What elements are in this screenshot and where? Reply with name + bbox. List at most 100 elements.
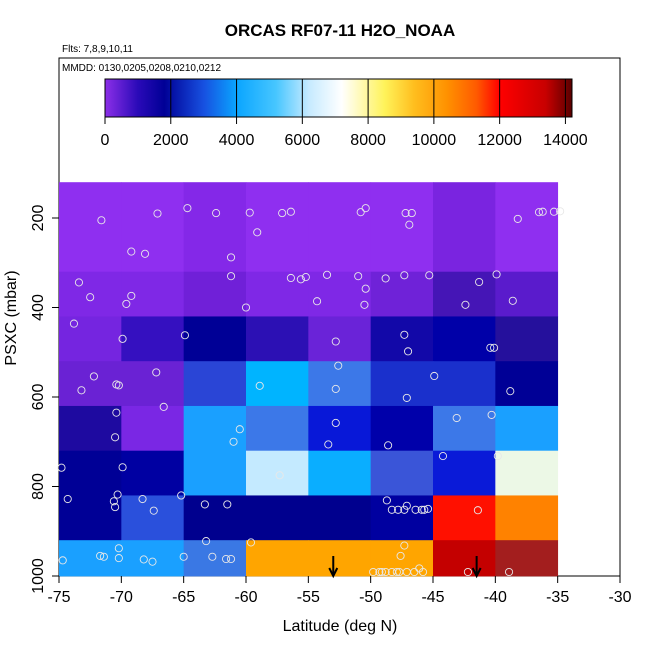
data-point — [223, 500, 232, 509]
heatmap-cell — [183, 316, 247, 362]
data-point — [109, 497, 118, 506]
heatmap-cell — [59, 540, 122, 577]
heatmap-cell — [370, 361, 434, 407]
heatmap-cell — [246, 540, 309, 577]
data-point — [118, 334, 127, 343]
data-point — [114, 381, 123, 390]
data-point — [222, 554, 231, 564]
data-point — [394, 505, 403, 514]
data-point — [275, 471, 284, 480]
data-point — [74, 278, 83, 287]
data-point — [177, 491, 186, 500]
y-tick-label: 200 — [30, 205, 47, 232]
data-point — [202, 537, 211, 546]
data-point — [334, 361, 343, 370]
heatmap-cell — [433, 361, 496, 407]
data-point — [140, 249, 150, 258]
heatmap-cell — [246, 450, 309, 496]
colorbar-tick-label: 12000 — [477, 132, 522, 149]
data-point — [245, 208, 254, 217]
heatmap-cell — [183, 361, 247, 407]
subtitle-dates: MMDD: 0130,0205,0208,0210,0212 — [62, 63, 221, 74]
heatmap-cell — [495, 361, 559, 407]
data-point — [313, 297, 322, 306]
data-point — [425, 271, 434, 280]
data-point — [400, 271, 409, 280]
heatmap-cell — [495, 495, 559, 541]
data-point — [118, 463, 127, 472]
x-tick-label: -40 — [484, 589, 507, 606]
data-point — [138, 494, 147, 504]
y-tick-label: 400 — [30, 294, 47, 321]
data-point — [430, 371, 439, 381]
data-point — [400, 541, 409, 550]
data-point — [492, 270, 501, 279]
data-point — [278, 209, 287, 218]
data-point — [420, 505, 429, 514]
colorbar-tick-label: 6000 — [285, 132, 321, 149]
data-point — [384, 441, 393, 450]
data-point — [356, 208, 365, 217]
data-point — [396, 551, 405, 560]
heatmap-cell — [246, 495, 309, 541]
data-point — [235, 425, 244, 434]
data-point — [375, 567, 384, 577]
data-point — [324, 440, 333, 449]
data-point — [149, 506, 158, 515]
data-point — [360, 300, 369, 309]
data-point — [369, 567, 378, 577]
heatmap-cell — [495, 182, 559, 273]
y-tick-label: 800 — [30, 473, 47, 500]
data-point — [331, 384, 340, 393]
heatmap-cell — [121, 405, 185, 452]
data-point — [405, 220, 414, 229]
x-tick-label: -60 — [234, 589, 257, 606]
x-tick-label: -45 — [421, 589, 444, 606]
y-axis-label: PSXC (mbar) — [3, 270, 20, 365]
x-axis: -75 -70 -65 -60 -55 -50 -45 -40 -35 -30 — [47, 576, 632, 606]
x-tick-label: -30 — [608, 589, 631, 606]
data-point — [402, 393, 411, 402]
data-point — [411, 505, 420, 514]
data-point — [159, 402, 168, 411]
data-point — [354, 272, 363, 281]
heatmap-cell — [370, 495, 434, 541]
heatmap-cell — [370, 316, 434, 362]
colorbar-tick-label: 4000 — [219, 132, 255, 149]
chart-title: ORCAS RF07-11 H2O_NOAA — [225, 21, 456, 40]
data-point — [407, 209, 416, 218]
data-point — [513, 214, 522, 223]
data-point — [113, 490, 122, 499]
heatmap-cell — [495, 540, 559, 577]
subtitle-flights: Flts: 7,8,9,10,11 — [62, 44, 133, 55]
data-point — [423, 504, 433, 513]
data-point — [111, 433, 120, 442]
data-point — [286, 207, 295, 216]
data-point — [361, 284, 370, 293]
heatmap-cell — [246, 405, 309, 452]
x-tick-label: -70 — [110, 589, 133, 606]
data-point — [417, 505, 426, 514]
x-tick-label: -65 — [172, 589, 195, 606]
data-point — [122, 299, 131, 308]
heatmap-cell — [121, 182, 185, 273]
arrow-marker — [471, 556, 482, 579]
data-point — [438, 452, 448, 461]
data-point — [253, 228, 262, 237]
heatmap-cell — [433, 316, 496, 362]
heatmap-cell — [59, 450, 122, 496]
x-axis-label: Latitude (deg N) — [283, 618, 398, 635]
heatmap-cell — [495, 405, 559, 452]
data-point — [490, 343, 499, 352]
heatmap-cell — [433, 495, 496, 541]
heatmap-cell — [495, 450, 559, 496]
heatmap-cell — [495, 316, 559, 362]
data-point — [127, 247, 136, 256]
data-point — [452, 413, 461, 423]
data-point — [96, 551, 105, 560]
latitude-arrows — [328, 556, 482, 579]
heatmap-cell — [370, 271, 434, 317]
heatmap-cell — [183, 450, 247, 496]
data-point — [152, 368, 161, 377]
